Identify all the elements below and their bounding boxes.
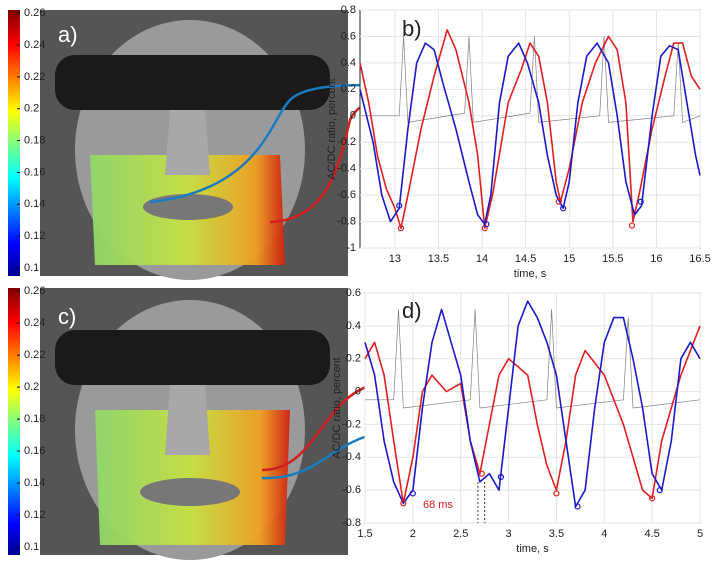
connector <box>261 373 390 472</box>
x-tick-label: 16.5 <box>689 253 710 265</box>
marker <box>397 225 405 232</box>
x-tick-label: 2 <box>410 528 416 540</box>
y-tick-label: -0.4 <box>342 451 361 463</box>
marker <box>400 500 407 507</box>
marker <box>628 222 636 229</box>
x-axis-label: time, s <box>516 543 549 555</box>
y-axis-label: AC/DC ratio, percent <box>326 78 338 179</box>
series-line <box>360 36 701 123</box>
x-tick-label: 13 <box>389 253 401 265</box>
photo <box>40 288 348 560</box>
colorbar-tick-label: 0.18 <box>24 413 45 425</box>
marker <box>553 490 560 497</box>
colorbar-tick-label: 0.16 <box>24 445 45 457</box>
panel-label: d) <box>402 298 422 323</box>
plot-area <box>359 9 701 249</box>
y-tick-label: 0.4 <box>341 57 356 69</box>
marker <box>560 205 567 212</box>
colorbar-tick-label: 0.16 <box>24 166 45 178</box>
marker <box>656 487 663 494</box>
series-line <box>364 300 701 508</box>
colorbar-tick-label: 0.12 <box>24 230 45 242</box>
colorbar-tick-label: 0.12 <box>24 509 45 521</box>
colorbar-tick-label: 0.1 <box>24 262 39 274</box>
y-tick-label: -0.2 <box>337 136 356 148</box>
y-tick-label: 0.8 <box>341 4 356 16</box>
x-tick-label: 15 <box>563 253 575 265</box>
marker <box>396 202 403 209</box>
marker <box>483 221 490 228</box>
y-tick-label: -0.2 <box>342 418 361 430</box>
x-tick-label: 14.5 <box>515 253 536 265</box>
x-tick-label: 4 <box>601 528 607 540</box>
y-tick-label: -0.6 <box>342 484 361 496</box>
x-tick-label: 15.5 <box>602 253 623 265</box>
colorbar-tick-label: 0.2 <box>24 103 39 115</box>
y-tick-label: 0.6 <box>346 287 361 299</box>
colorbar-tick-label: 0.26 <box>24 285 45 297</box>
y-tick-label: 0 <box>350 110 356 122</box>
colorbar-tick-label: 0.26 <box>24 7 45 19</box>
y-tick-label: -0.4 <box>337 163 356 175</box>
colorbar-tick-label: 0.22 <box>24 71 45 83</box>
colorbar-tick-label: 0.24 <box>24 317 45 329</box>
x-tick-label: 2.5 <box>453 528 468 540</box>
x-axis-label: time, s <box>514 268 547 280</box>
y-tick-label: 0 <box>355 385 361 397</box>
series-line <box>364 325 701 505</box>
colorbar-tick-label: 0.18 <box>24 135 45 147</box>
marker <box>478 470 485 477</box>
y-tick-label: -0.6 <box>337 189 356 201</box>
colorbar-tick-label: 0.24 <box>24 39 45 51</box>
y-tick-label: 0.4 <box>346 320 361 332</box>
x-tick-label: 3 <box>506 528 512 540</box>
marker <box>637 198 644 205</box>
annotation: 68 ms <box>423 499 453 511</box>
x-tick-label: 13.5 <box>428 253 449 265</box>
y-tick-label: 0.2 <box>341 83 356 95</box>
x-tick-label: 16 <box>650 253 662 265</box>
y-tick-label: -0.8 <box>342 517 361 529</box>
marker <box>649 495 656 502</box>
series-line <box>359 42 701 225</box>
colorbar-tick-label: 0.2 <box>24 381 39 393</box>
colorbar-tick-label: 0.14 <box>24 477 45 489</box>
marker <box>555 198 562 205</box>
x-tick-label: 14 <box>476 253 488 265</box>
plot-area <box>364 292 701 524</box>
x-tick-label: 3.5 <box>549 528 564 540</box>
y-tick-label: -1 <box>346 242 356 254</box>
marker <box>574 503 581 510</box>
photo <box>40 10 348 280</box>
y-tick-label: 0.6 <box>341 30 356 42</box>
panel-label: b) <box>402 16 422 41</box>
x-tick-label: 1.5 <box>357 528 372 540</box>
panel-label: c) <box>58 304 76 329</box>
marker <box>497 473 505 481</box>
marker <box>409 490 416 497</box>
colorbar-tick-label: 0.22 <box>24 349 45 361</box>
y-tick-label: 0.2 <box>346 353 361 365</box>
colorbar-tick-label: 0.14 <box>24 198 45 210</box>
panel-label: a) <box>58 22 78 47</box>
series-line <box>359 29 701 229</box>
y-axis-label: AC/DC ratio, percent <box>331 357 343 458</box>
y-tick-label: -0.8 <box>337 215 356 227</box>
x-tick-label: 5 <box>697 528 703 540</box>
colorbar-tick-label: 0.1 <box>24 541 39 553</box>
x-tick-label: 4.5 <box>644 528 659 540</box>
